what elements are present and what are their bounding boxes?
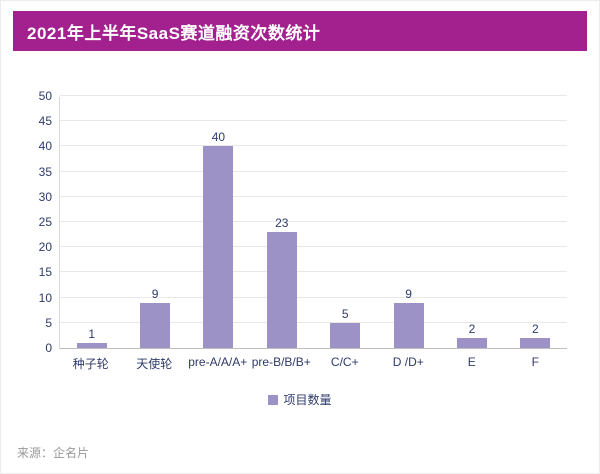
x-category-label: pre-A/A/A+ (188, 355, 248, 369)
gridline (60, 195, 567, 197)
gridline (60, 145, 567, 147)
legend: 项目数量 (1, 391, 599, 408)
x-category-label: 种子轮 (72, 357, 109, 371)
legend-label: 项目数量 (283, 393, 332, 407)
bar-column: 9 (377, 97, 440, 348)
bar-value-label: 40 (211, 130, 226, 145)
bar-column: 23 (250, 97, 313, 348)
bar (203, 146, 234, 348)
y-tick-label: 25 (38, 215, 52, 229)
gridline (60, 246, 567, 248)
chart-title-banner: 2021年上半年SaaS赛道融资次数统计 (13, 11, 587, 51)
y-tick-label: 30 (38, 189, 52, 204)
legend-swatch-icon (268, 394, 279, 405)
bar (330, 322, 361, 348)
gridline (60, 120, 567, 122)
y-tick-label: 15 (38, 265, 52, 280)
y-tick-label: 10 (38, 290, 52, 305)
x-category-label: C/C+ (330, 355, 359, 369)
bar (520, 337, 551, 348)
bar-column: 5 (314, 97, 377, 348)
x-category-label: E (467, 355, 476, 369)
y-tick-label: 45 (38, 114, 52, 129)
y-tick-label: 35 (38, 164, 52, 179)
x-category-label: D /D+ (392, 355, 424, 369)
y-tick-label: 50 (38, 89, 52, 103)
bar-value-label: 1 (88, 326, 96, 341)
bar (393, 302, 424, 348)
y-tick-label: 5 (45, 315, 52, 330)
gridline (60, 271, 567, 273)
bar-value-label: 9 (405, 286, 412, 301)
source-note: 来源：企名片 (17, 446, 90, 460)
gridline (60, 95, 567, 96)
bar (140, 302, 171, 348)
x-category-label: F (531, 355, 539, 369)
bar-value-label: 2 (531, 321, 539, 336)
plot-area: 0 5 10 15 20 25 30 35 40 45 50 1 9 40 23 5 9 2 2 (39, 89, 567, 355)
gridline (60, 321, 567, 323)
gridline (60, 170, 567, 172)
bar-value-label: 9 (151, 286, 159, 301)
y-tick-label: 20 (38, 240, 52, 255)
bar-column: 9 (123, 97, 186, 348)
bar (456, 337, 487, 348)
bar-value-label: 23 (275, 216, 289, 231)
bar-column: 2 (440, 97, 503, 348)
bar-column: 40 (187, 97, 250, 348)
bar (266, 232, 297, 348)
x-axis-labels: 种子轮 天使轮 pre-A/A/A+ pre-B/B/B+ C/C+ D /D+ E F (59, 355, 567, 372)
y-tick-label: 0 (45, 341, 52, 355)
bar (76, 342, 107, 348)
y-tick-label: 40 (38, 139, 52, 154)
bar-column: 1 (60, 97, 123, 348)
bar-series: 1 9 40 23 5 9 2 2 (60, 97, 567, 348)
x-category-label: 天使轮 (136, 357, 173, 371)
gridline (60, 296, 567, 298)
x-category-label: pre-B/B/B+ (251, 355, 311, 369)
bar-column: 2 (504, 97, 567, 348)
gridline (60, 221, 567, 222)
bar-value-label: 2 (468, 321, 476, 336)
chart-title: 2021年上半年SaaS赛道融资次数统计 (27, 23, 321, 43)
bar-value-label: 5 (341, 306, 349, 321)
